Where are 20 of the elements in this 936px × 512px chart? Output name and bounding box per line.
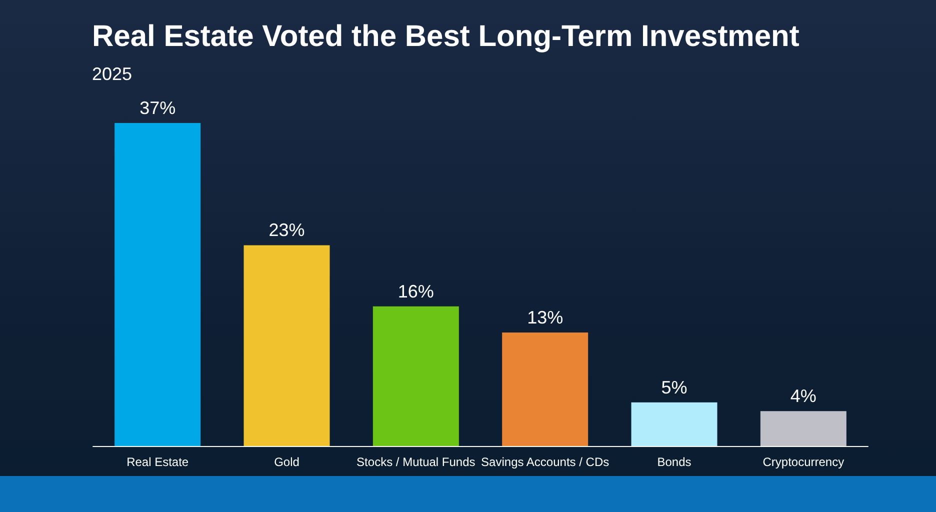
chart-subtitle: 2025 — [92, 64, 132, 85]
bar — [760, 411, 846, 446]
x-tick-label: Gold — [274, 455, 300, 469]
x-tick-label: Cryptocurrency — [762, 455, 844, 469]
bar — [114, 123, 201, 446]
bar — [244, 245, 330, 446]
bar — [631, 402, 718, 446]
chart-title: Real Estate Voted the Best Long-Term Investment — [92, 20, 800, 54]
data-label: 13% — [527, 308, 564, 328]
x-tick-label: Bonds — [657, 455, 692, 469]
data-label: 5% — [661, 377, 688, 398]
x-tick-label: Real Estate — [126, 455, 189, 469]
data-label: 37% — [140, 98, 176, 118]
bar — [372, 306, 459, 446]
bar — [502, 332, 588, 446]
data-label: 23% — [268, 220, 305, 240]
x-tick-label: Stocks / Mutual Funds — [356, 455, 476, 469]
data-label: 4% — [790, 386, 816, 406]
x-tick-label: Savings Accounts / CDs — [481, 455, 610, 469]
data-label: 16% — [398, 281, 434, 302]
